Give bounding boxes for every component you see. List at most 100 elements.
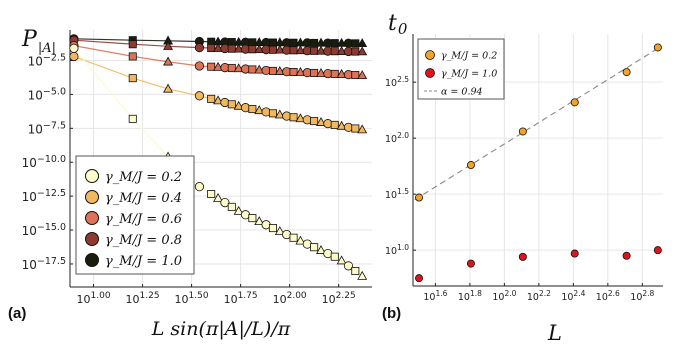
b-data-point: [622, 251, 631, 260]
panel-a-x-label: L sin(π|A|/L)/π: [151, 318, 291, 340]
b-y-tick-label: 102.0: [385, 131, 409, 145]
panel-b-y-label: t0: [388, 11, 408, 38]
a-data-point: [69, 43, 79, 53]
a-data-point: [248, 45, 257, 54]
a-legend-marker: [85, 253, 99, 267]
a-data-point: [213, 192, 224, 202]
panel-a-tag: (a): [8, 305, 26, 322]
a-y-tick-label: 10−5.0: [28, 86, 66, 102]
a-legend-label: γ_M/J = 0.6: [105, 212, 182, 227]
a-data-point: [213, 61, 224, 71]
b-y-tick-label: 101.0: [385, 243, 409, 257]
a-data-point: [295, 66, 306, 76]
a-data-point: [213, 95, 224, 105]
panel-a-legend: γ_M/J = 0.2 γ_M/J = 0.4 γ_M/J = 0.6 γ_M/J =…: [75, 155, 195, 275]
a-legend-label: γ_M/J = 1.0: [105, 254, 182, 269]
panel-a-x-ticks: 101.00 101.25 101.50 101.75 102.00 102.25: [77, 284, 356, 306]
a-y-tick-label: 10−12.5: [22, 188, 66, 204]
a-data-point: [69, 51, 79, 62]
a-data-point: [336, 46, 347, 55]
a-data-point: [194, 91, 205, 101]
a-data-point: [351, 39, 360, 48]
a-data-point: [207, 190, 216, 199]
a-data-point: [227, 44, 236, 53]
a-data-point: [248, 214, 257, 223]
a-data-point: [336, 68, 347, 78]
panel-b-x-label: L: [547, 321, 562, 345]
a-data-point: [233, 43, 244, 53]
a-data-point: [316, 45, 326, 55]
a-data-point: [274, 66, 285, 75]
b-y-tick-label: 101.5: [385, 187, 409, 201]
a-x-tick-label: 101.50: [175, 291, 209, 306]
a-data-point: [213, 42, 224, 52]
panel-b-y-ticks: 101.0 101.5 102.0 102.5: [385, 75, 416, 257]
panel-b-data-points: [414, 43, 662, 283]
panel-b-axes: [412, 34, 663, 287]
b-data-point: [518, 127, 527, 136]
panel-a-y-ticks: 10−2.5 10−5.0 10−7.5 10−10.0 10−12.5 10−15.0 1…: [22, 53, 73, 272]
a-legend-marker: [85, 169, 99, 183]
b-legend-marker: [425, 68, 435, 78]
a-data-point: [351, 71, 360, 80]
panel-b-tag: (b): [382, 305, 401, 322]
a-data-point: [295, 113, 306, 123]
a-data-point: [227, 38, 236, 47]
a-legend-label: γ_M/J = 0.4: [105, 191, 182, 206]
panel-b: 101.6 101.8 102.0 102.2 102.4 102.6 102.8 101.…: [382, 11, 663, 345]
a-data-point: [295, 235, 306, 245]
a-data-point: [128, 74, 137, 83]
a-data-point: [330, 69, 339, 78]
a-data-point: [274, 226, 285, 235]
a-data-point: [233, 100, 244, 110]
a-data-point: [289, 46, 298, 55]
a-data-point: [274, 44, 285, 54]
b-data-point: [653, 246, 662, 255]
a-data-point: [248, 65, 257, 74]
a-x-tick-label: 101.25: [126, 291, 160, 306]
a-data-point: [336, 120, 347, 130]
a-x-tick-label: 102.00: [273, 291, 307, 306]
panel-b-x-ticks: 101.6 101.8 102.0 102.2 102.4 102.6 102.8: [423, 283, 655, 303]
a-data-point: [254, 64, 265, 74]
b-x-tick-label: 101.6: [423, 289, 447, 303]
a-data-point: [289, 38, 298, 47]
a-data-point: [227, 100, 236, 109]
a-data-point: [248, 38, 257, 47]
a-x-tick-label: 101.00: [77, 291, 111, 306]
b-x-tick-label: 102.6: [596, 289, 620, 303]
a-data-point: [357, 46, 368, 56]
a-y-tick-label: 10−17.5: [22, 256, 66, 272]
a-legend-label: γ_M/J = 0.8: [105, 233, 182, 248]
b-x-tick-label: 102.0: [492, 289, 516, 303]
b-x-tick-label: 102.4: [561, 289, 585, 303]
a-x-tick-label: 102.25: [322, 291, 356, 306]
b-data-point: [466, 259, 475, 268]
a-data-point: [310, 243, 319, 252]
b-y-tick-label: 102.5: [385, 75, 409, 89]
b-data-point: [518, 252, 527, 261]
a-data-point: [207, 62, 216, 71]
b-legend-label: γ_M/J = 1.0: [441, 69, 497, 80]
a-data-point: [254, 216, 265, 226]
a-data-point: [220, 197, 230, 208]
b-fit-line: [414, 45, 662, 201]
a-data-point: [274, 109, 285, 119]
a-data-point: [316, 67, 326, 77]
a-data-point: [248, 105, 257, 114]
a-data-point: [207, 44, 216, 53]
a-data-point: [357, 124, 368, 134]
a-data-point: [254, 105, 265, 115]
b-data-point: [622, 68, 631, 77]
a-data-point: [289, 67, 298, 76]
a-data-point: [330, 120, 339, 129]
a-data-point: [233, 205, 244, 215]
a-data-point: [128, 114, 137, 123]
a-data-point: [128, 40, 137, 49]
panel-a: 101.00 101.25 101.50 101.75 102.00 102.25 10−…: [8, 27, 372, 340]
a-data-point: [268, 109, 277, 118]
b-data-point: [415, 274, 424, 283]
a-data-point: [163, 40, 174, 50]
a-data-point: [330, 252, 339, 261]
panel-a-y-label: P|A|: [21, 27, 56, 56]
